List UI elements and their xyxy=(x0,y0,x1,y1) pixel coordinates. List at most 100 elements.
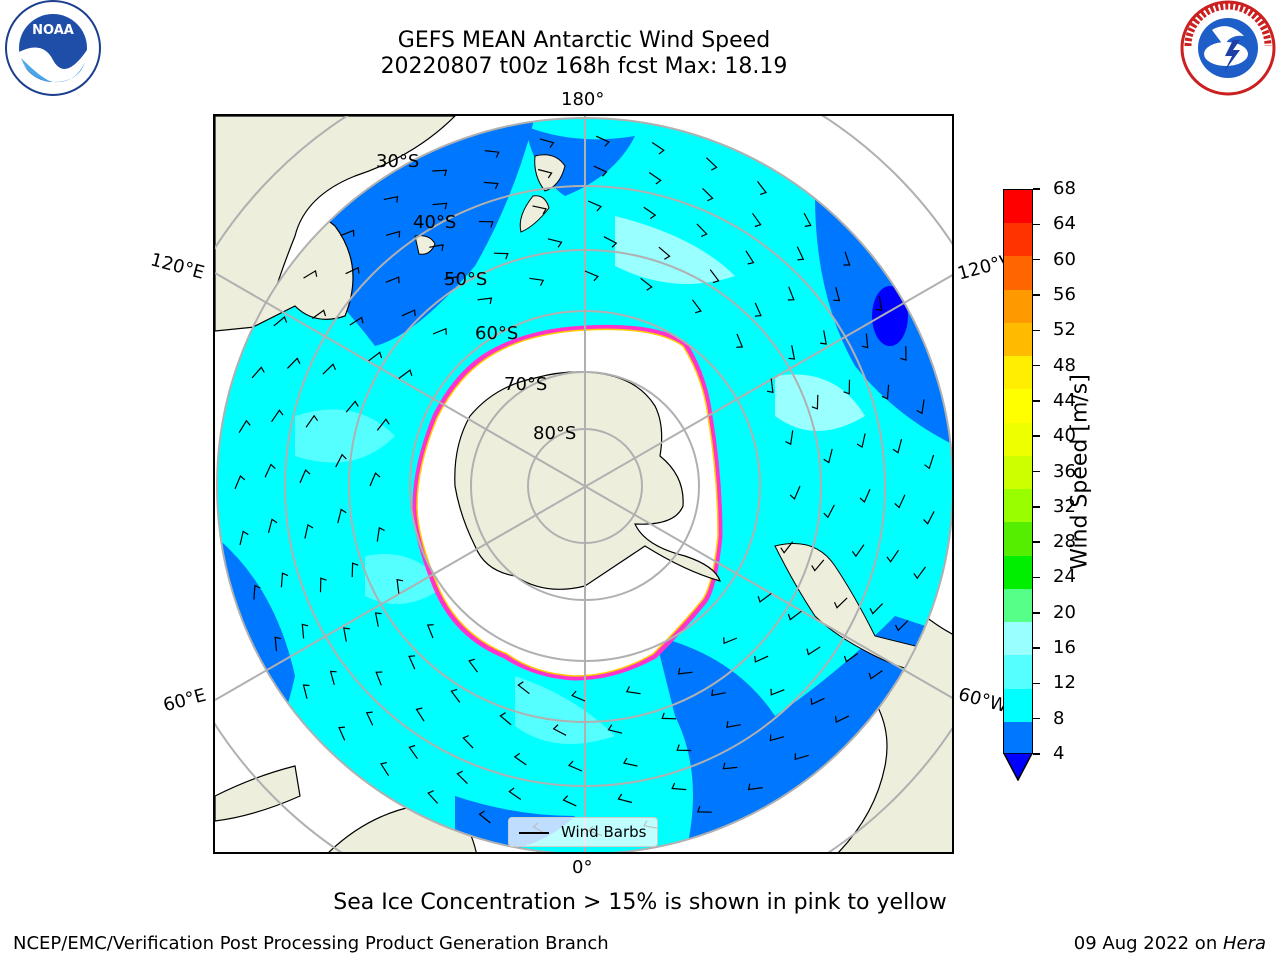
credit-date-host: 09 Aug 2022 on Hera xyxy=(1074,933,1266,954)
wind-barb xyxy=(426,624,434,639)
wind-barb xyxy=(311,309,327,319)
lat-label-30s: 30°S xyxy=(376,151,420,172)
sea-ice-footnote: Sea Ice Concentration > 15% is shown in … xyxy=(333,890,947,915)
credit-date: 09 Aug 2022 on xyxy=(1073,933,1223,954)
lon-label-0: 0° xyxy=(572,857,593,878)
chart-title: GEFS MEAN Antarctic Wind Speed xyxy=(397,28,771,53)
colorbar-band xyxy=(1004,256,1032,291)
colorbar-tick-label: 68 xyxy=(1053,178,1076,199)
colorbar-band xyxy=(1004,489,1032,523)
wind-barb xyxy=(856,433,866,449)
wind-barb xyxy=(823,504,835,519)
wind-barb xyxy=(806,646,821,656)
wind-barb xyxy=(552,724,567,736)
wind-barb xyxy=(648,172,662,185)
wind-barb xyxy=(351,562,359,578)
wind-barb xyxy=(607,724,623,734)
wind-barb xyxy=(305,414,319,428)
wind-barb xyxy=(709,269,720,284)
colorbar-tick-label: 8 xyxy=(1053,707,1065,729)
wind-barb xyxy=(723,637,738,645)
colorbar-tick-mark xyxy=(1033,506,1040,508)
wind-barb xyxy=(529,277,545,286)
credit-branch: NCEP/EMC/Verification Post Processing Pr… xyxy=(13,933,609,954)
wind-barb xyxy=(251,366,265,379)
wind-barb xyxy=(517,681,530,695)
wind-barb xyxy=(736,333,744,348)
wind-barb xyxy=(267,518,278,534)
wind-barb xyxy=(537,168,553,179)
colorbar-band xyxy=(1004,223,1032,257)
lat-label-60s: 60°S xyxy=(475,323,519,344)
colorbar-extend-triangle xyxy=(1003,753,1033,781)
wind-barb xyxy=(820,330,827,345)
wind-barb xyxy=(892,438,903,454)
wind-barb xyxy=(253,584,261,600)
noaa-logo-text: NOAA xyxy=(32,23,74,38)
wind-barb xyxy=(301,623,309,639)
wind-barb xyxy=(349,316,364,326)
wind-barb xyxy=(587,200,603,212)
wind-barb xyxy=(375,671,383,686)
lon-label-60e: 60°E xyxy=(161,684,209,717)
wind-barb xyxy=(429,244,444,251)
colorbar-band xyxy=(1004,289,1032,324)
wind-barb xyxy=(796,246,805,261)
colorbar-tick-mark xyxy=(1033,435,1040,437)
wind-barb xyxy=(329,670,337,686)
colorbar-tick-label: 40 xyxy=(1053,425,1076,447)
map-panel xyxy=(213,114,954,854)
wind-barb xyxy=(427,790,439,804)
wind-barb xyxy=(483,181,499,190)
wind-barb xyxy=(385,276,400,284)
colorbar-band xyxy=(1004,455,1032,490)
lon-label-120e: 120°E xyxy=(148,249,207,284)
wind-barb xyxy=(886,549,899,563)
lon-label-180: 180° xyxy=(561,89,605,110)
colorbar-tick-mark xyxy=(1033,682,1040,685)
nws-logo xyxy=(1178,0,1278,100)
colorbar-band xyxy=(1004,356,1032,390)
wind-barb xyxy=(823,448,833,464)
wind-barb xyxy=(274,636,282,652)
colorbar-tick-label: 44 xyxy=(1053,389,1076,411)
wind-barb xyxy=(299,468,311,484)
wind-barb xyxy=(770,688,785,696)
noaa-logo: NOAA xyxy=(3,0,103,100)
lon-label-60w: 60°W xyxy=(956,683,1010,718)
wind-barb xyxy=(415,707,425,722)
wind-barb xyxy=(280,572,289,588)
colorbar-tick-label: 64 xyxy=(1053,213,1076,235)
wind-barb xyxy=(547,238,563,248)
colorbar-tick-mark xyxy=(1033,647,1040,649)
colorbar-tick-label: 36 xyxy=(1053,460,1076,482)
colorbar-tick-label: 4 xyxy=(1053,743,1065,764)
wind-barb xyxy=(376,526,385,542)
colorbar-tick-mark xyxy=(1033,294,1040,296)
wind-barb xyxy=(478,810,491,824)
wind-barb xyxy=(385,230,401,238)
wind-barb xyxy=(286,357,301,369)
wind-barb xyxy=(539,138,555,148)
colorbar-band xyxy=(1004,688,1032,723)
wind-barb xyxy=(881,384,890,400)
wind-barb xyxy=(692,299,702,314)
colorbar-tick-label: 60 xyxy=(1053,248,1076,270)
colorbar-tick-mark xyxy=(1033,223,1040,226)
wind-barb xyxy=(513,752,527,766)
wind-barb xyxy=(811,559,825,572)
wind-barb xyxy=(368,351,383,362)
colorbar-band xyxy=(1004,389,1032,424)
wind-barb xyxy=(787,286,795,301)
wind-barb xyxy=(376,418,390,431)
wind-barb xyxy=(239,530,249,546)
colorbar-band xyxy=(1004,655,1032,690)
legend-wind-barb-swatch xyxy=(519,832,549,834)
lat-label-70s: 70°S xyxy=(504,374,548,395)
wind-barb xyxy=(869,603,884,615)
wind-barb xyxy=(408,655,416,670)
colorbar-tick-mark xyxy=(1033,364,1040,367)
colorbar-tick-label: 32 xyxy=(1053,495,1076,517)
colorbar-tick-label: 52 xyxy=(1053,319,1076,341)
colorbar-tick-mark xyxy=(1033,329,1040,331)
